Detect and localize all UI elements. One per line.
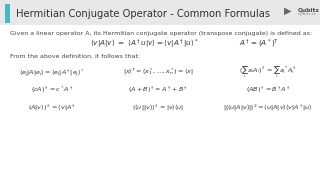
Text: $(\sum_i a_i A_i)^\dagger = \sum_i a_i^* A_i^\dagger$: $(\sum_i a_i A_i)^\dagger = \sum_i a_i^*… — [239, 64, 297, 80]
Text: $\langle v|A|v\rangle\ =\ \langle A^\dagger u|v\rangle = \langle v|A^\dagger|u\r: $\langle v|A|v\rangle\ =\ \langle A^\dag… — [90, 37, 199, 51]
Text: Qubits: Qubits — [298, 7, 320, 12]
Text: Given a linear operator A, its Hermitian conjugate operator (transpose conjugate: Given a linear operator A, its Hermitian… — [10, 30, 312, 35]
FancyBboxPatch shape — [0, 0, 320, 25]
Text: $(\langle u||v\rangle)^\dagger = |v\rangle\langle u|$: $(\langle u||v\rangle)^\dagger = |v\rang… — [132, 103, 184, 113]
Text: $||\langle u|A|v\rangle||^2 = \langle u|A|v\rangle\langle v|A^\dagger|u\rangle$: $||\langle u|A|v\rangle||^2 = \langle u|… — [223, 103, 313, 113]
Text: $\langle e_j|A|e_i\rangle = \langle e_i|A^\dagger|e_j\rangle^*$: $\langle e_j|A|e_i\rangle = \langle e_i|… — [19, 66, 85, 78]
Text: Hermitian Conjugate Operator - Common Formulas: Hermitian Conjugate Operator - Common Fo… — [16, 9, 270, 19]
Text: From the above definition, it follows that:: From the above definition, it follows th… — [10, 53, 140, 59]
Text: $|x\rangle^T = (x_1^*,\ldots,x_n^*) = \langle x|$: $|x\rangle^T = (x_1^*,\ldots,x_n^*) = \l… — [123, 67, 193, 77]
Text: $(AB)^\dagger = B^\dagger A^\dagger$: $(AB)^\dagger = B^\dagger A^\dagger$ — [246, 85, 290, 95]
Text: $\quad A^\dagger = (A^*)^T$: $\quad A^\dagger = (A^*)^T$ — [232, 38, 279, 50]
Text: $(cA)^\dagger = c^* A^\dagger$: $(cA)^\dagger = c^* A^\dagger$ — [31, 85, 73, 95]
Text: $(A|v\rangle)^\dagger = \langle v|A^\dagger$: $(A|v\rangle)^\dagger = \langle v|A^\dag… — [28, 103, 76, 113]
Text: $(A + B)^\dagger = A^\dagger + B^\dagger$: $(A + B)^\dagger = A^\dagger + B^\dagger… — [128, 85, 188, 95]
Text: qubits.io: qubits.io — [298, 12, 317, 15]
FancyBboxPatch shape — [5, 4, 10, 23]
Text: $\blacktriangleright$: $\blacktriangleright$ — [282, 5, 294, 17]
